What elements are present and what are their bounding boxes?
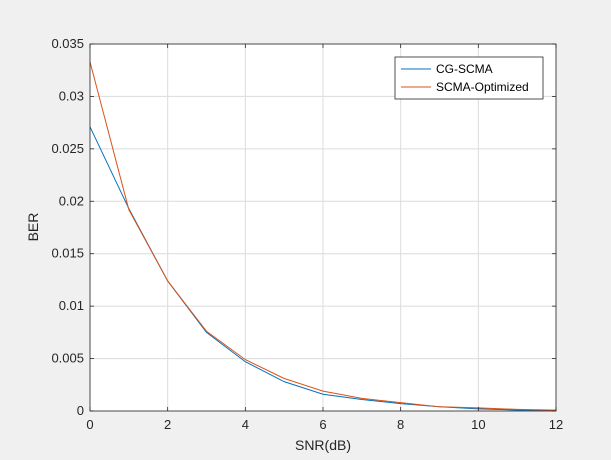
x-axis-label: SNR(dB): [295, 437, 351, 453]
y-tick-label: 0: [77, 403, 84, 418]
y-tick-label: 0.025: [51, 141, 84, 156]
y-tick-label: 0.035: [51, 36, 84, 51]
legend-label: CG-SCMA: [436, 62, 493, 76]
y-tick-label: 0.01: [59, 298, 84, 313]
x-tick-label: 4: [242, 417, 249, 432]
y-tick-label: 0.02: [59, 193, 84, 208]
x-tick-label: 2: [164, 417, 171, 432]
legend-label: SCMA-Optimized: [436, 80, 529, 94]
y-tick-label: 0.005: [51, 351, 84, 366]
x-tick-label: 12: [549, 417, 563, 432]
y-axis-label: BER: [25, 213, 41, 242]
axis-ticks: 0 2 4 6 8 10 12 0 0.005 0.01 0.015 0.02 0.025 0.03 0.0…: [51, 36, 563, 432]
y-tick-label: 0.03: [59, 88, 84, 103]
x-tick-label: 10: [471, 417, 485, 432]
x-tick-label: 0: [86, 417, 93, 432]
x-tick-label: 6: [319, 417, 326, 432]
legend-box: [394, 56, 544, 100]
y-tick-label: 0.015: [51, 246, 84, 261]
x-tick-label: 8: [397, 417, 404, 432]
legend: CG-SCMA SCMA-Optimized: [394, 56, 544, 100]
